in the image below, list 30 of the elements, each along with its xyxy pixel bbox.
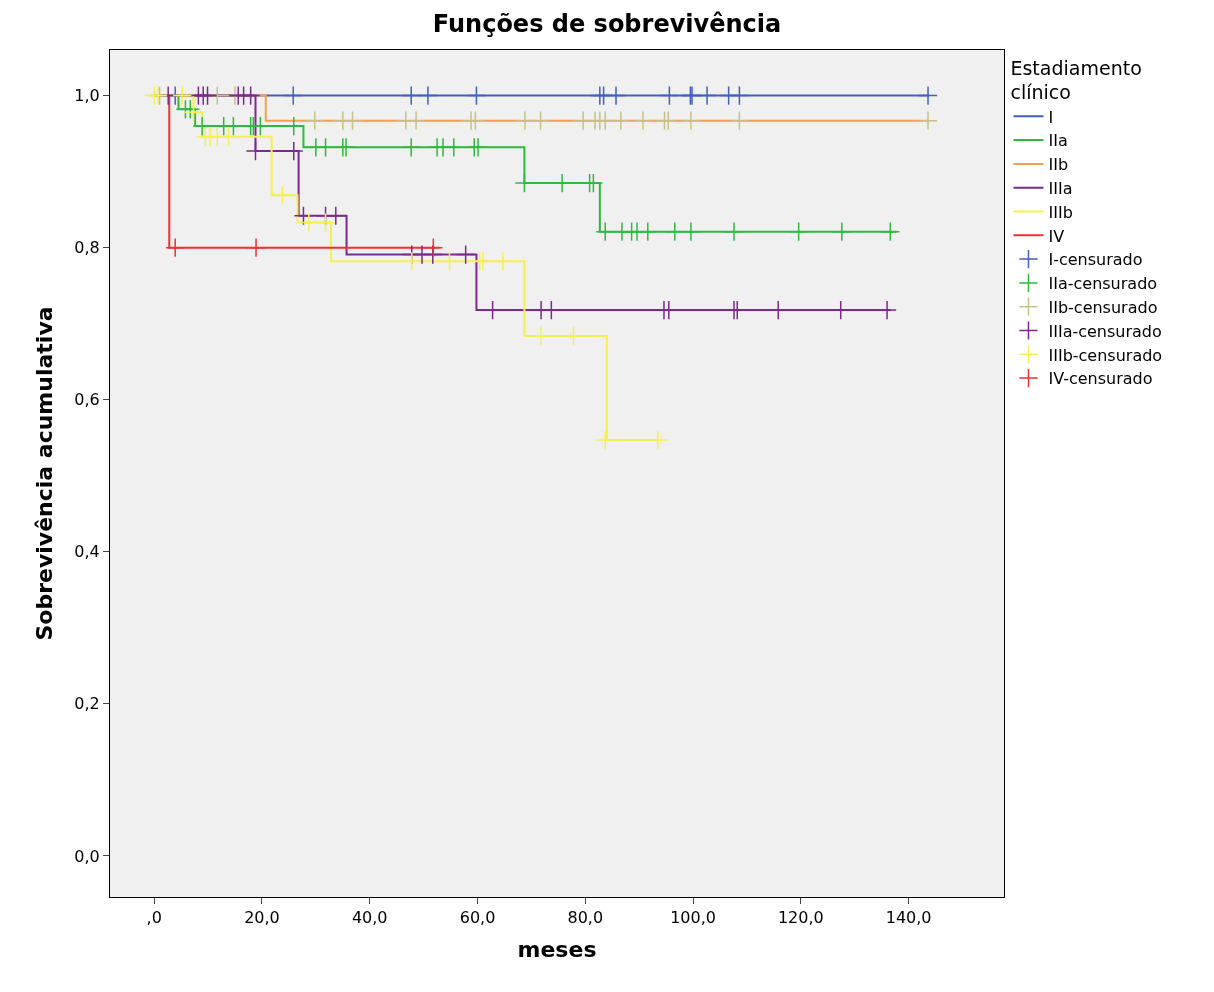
y-tick-label: 0,8 [74,238,100,258]
x-tick-label: 80,0 [567,908,604,928]
x-tick-label: ,0 [146,908,162,928]
legend-label: IIIb-censurado [1048,345,1163,365]
y-tick-label: 0,0 [74,846,100,866]
x-axis-title: meses [517,937,597,963]
x-tick-label: 20,0 [244,908,280,928]
legend-label: I-censurado [1048,250,1143,270]
x-tick-label: 140,0 [885,908,932,928]
x-tick-label: 120,0 [777,908,824,928]
legend-label: IIIb [1048,202,1073,222]
legend-label: IIa-censurado [1048,274,1158,294]
y-tick-label: 0,6 [74,390,100,410]
x-tick-label: 100,0 [670,908,716,928]
legend-label: IV-censurado [1048,369,1153,389]
legend-title: Estadiamento clínico [1010,56,1142,104]
legend-label: IIIa-censurado [1048,321,1162,341]
x-tick-label: 60,0 [459,908,496,928]
legend-label: I [1048,107,1054,127]
y-axis-title: Sobrevivência acumulativa [32,306,58,641]
legend-label: IIb-censurado [1048,297,1158,317]
chart-title: Funções de sobrevivência [432,9,782,38]
legend-label: IIb [1048,155,1069,175]
y-tick-label: 1,0 [74,86,100,106]
legend-label: IIIa [1048,178,1073,198]
y-tick-label: 0,4 [74,542,100,562]
x-tick-label: 40,0 [351,908,388,928]
legend-label: IIa [1048,131,1068,151]
legend-label: IV [1048,226,1065,246]
y-tick-label: 0,2 [74,694,100,714]
